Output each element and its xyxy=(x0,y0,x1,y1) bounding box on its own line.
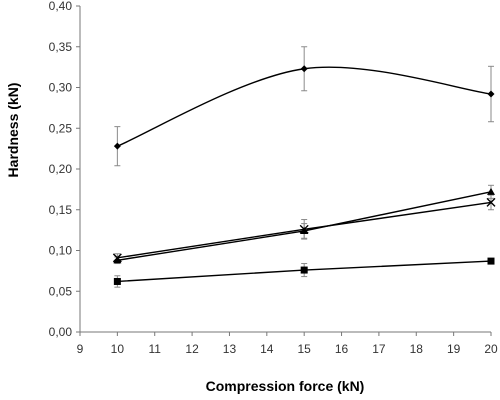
x-tick-label: 18 xyxy=(410,342,424,356)
x-tick-label: 16 xyxy=(335,342,349,356)
x-tick-label: 10 xyxy=(111,342,125,356)
x-axis-title: Compression force (kN) xyxy=(206,378,365,394)
y-tick-label: 0,40 xyxy=(49,0,73,13)
marker-square xyxy=(113,277,121,285)
x-tick-label: 17 xyxy=(372,342,386,356)
marker-x xyxy=(486,197,496,207)
y-tick-label: 0,30 xyxy=(49,81,73,95)
x-tick-label: 14 xyxy=(260,342,274,356)
y-tick-label: 0,05 xyxy=(49,284,73,298)
y-tick-label: 0,10 xyxy=(49,244,73,258)
y-tick-label: 0,20 xyxy=(49,162,73,176)
x-tick-label: 15 xyxy=(298,342,312,356)
marker-triangle xyxy=(113,256,122,264)
y-tick-label: 0,35 xyxy=(49,40,73,54)
y-tick-label: 0,15 xyxy=(49,203,73,217)
marker-triangle xyxy=(487,187,495,195)
y-axis-title: Hardness (kN) xyxy=(5,83,21,178)
y-tick-label: 0,00 xyxy=(49,325,73,339)
x-tick-label: 9 xyxy=(77,342,84,356)
x-tick-label: 11 xyxy=(148,342,161,356)
marker-x xyxy=(112,253,122,263)
x-tick-label: 12 xyxy=(185,342,199,356)
series-lines xyxy=(117,66,492,283)
marker-square xyxy=(300,266,308,274)
series-markers xyxy=(112,65,496,285)
axes xyxy=(76,5,492,336)
tick-labels: 0,00 0,05 0,10 0,15 0,20 0,25 0,30 0,35 0,40 9 10 1… xyxy=(49,0,498,356)
x-tick-label: 20 xyxy=(484,342,498,356)
marker-diamond xyxy=(487,90,495,98)
x-tick-label: 13 xyxy=(223,342,237,356)
marker-square xyxy=(487,257,495,265)
marker-diamond xyxy=(300,65,308,73)
x-tick-label: 19 xyxy=(447,342,461,356)
marker-x xyxy=(299,224,309,234)
y-tick-label: 0,25 xyxy=(49,121,73,135)
marker-diamond xyxy=(113,142,121,150)
